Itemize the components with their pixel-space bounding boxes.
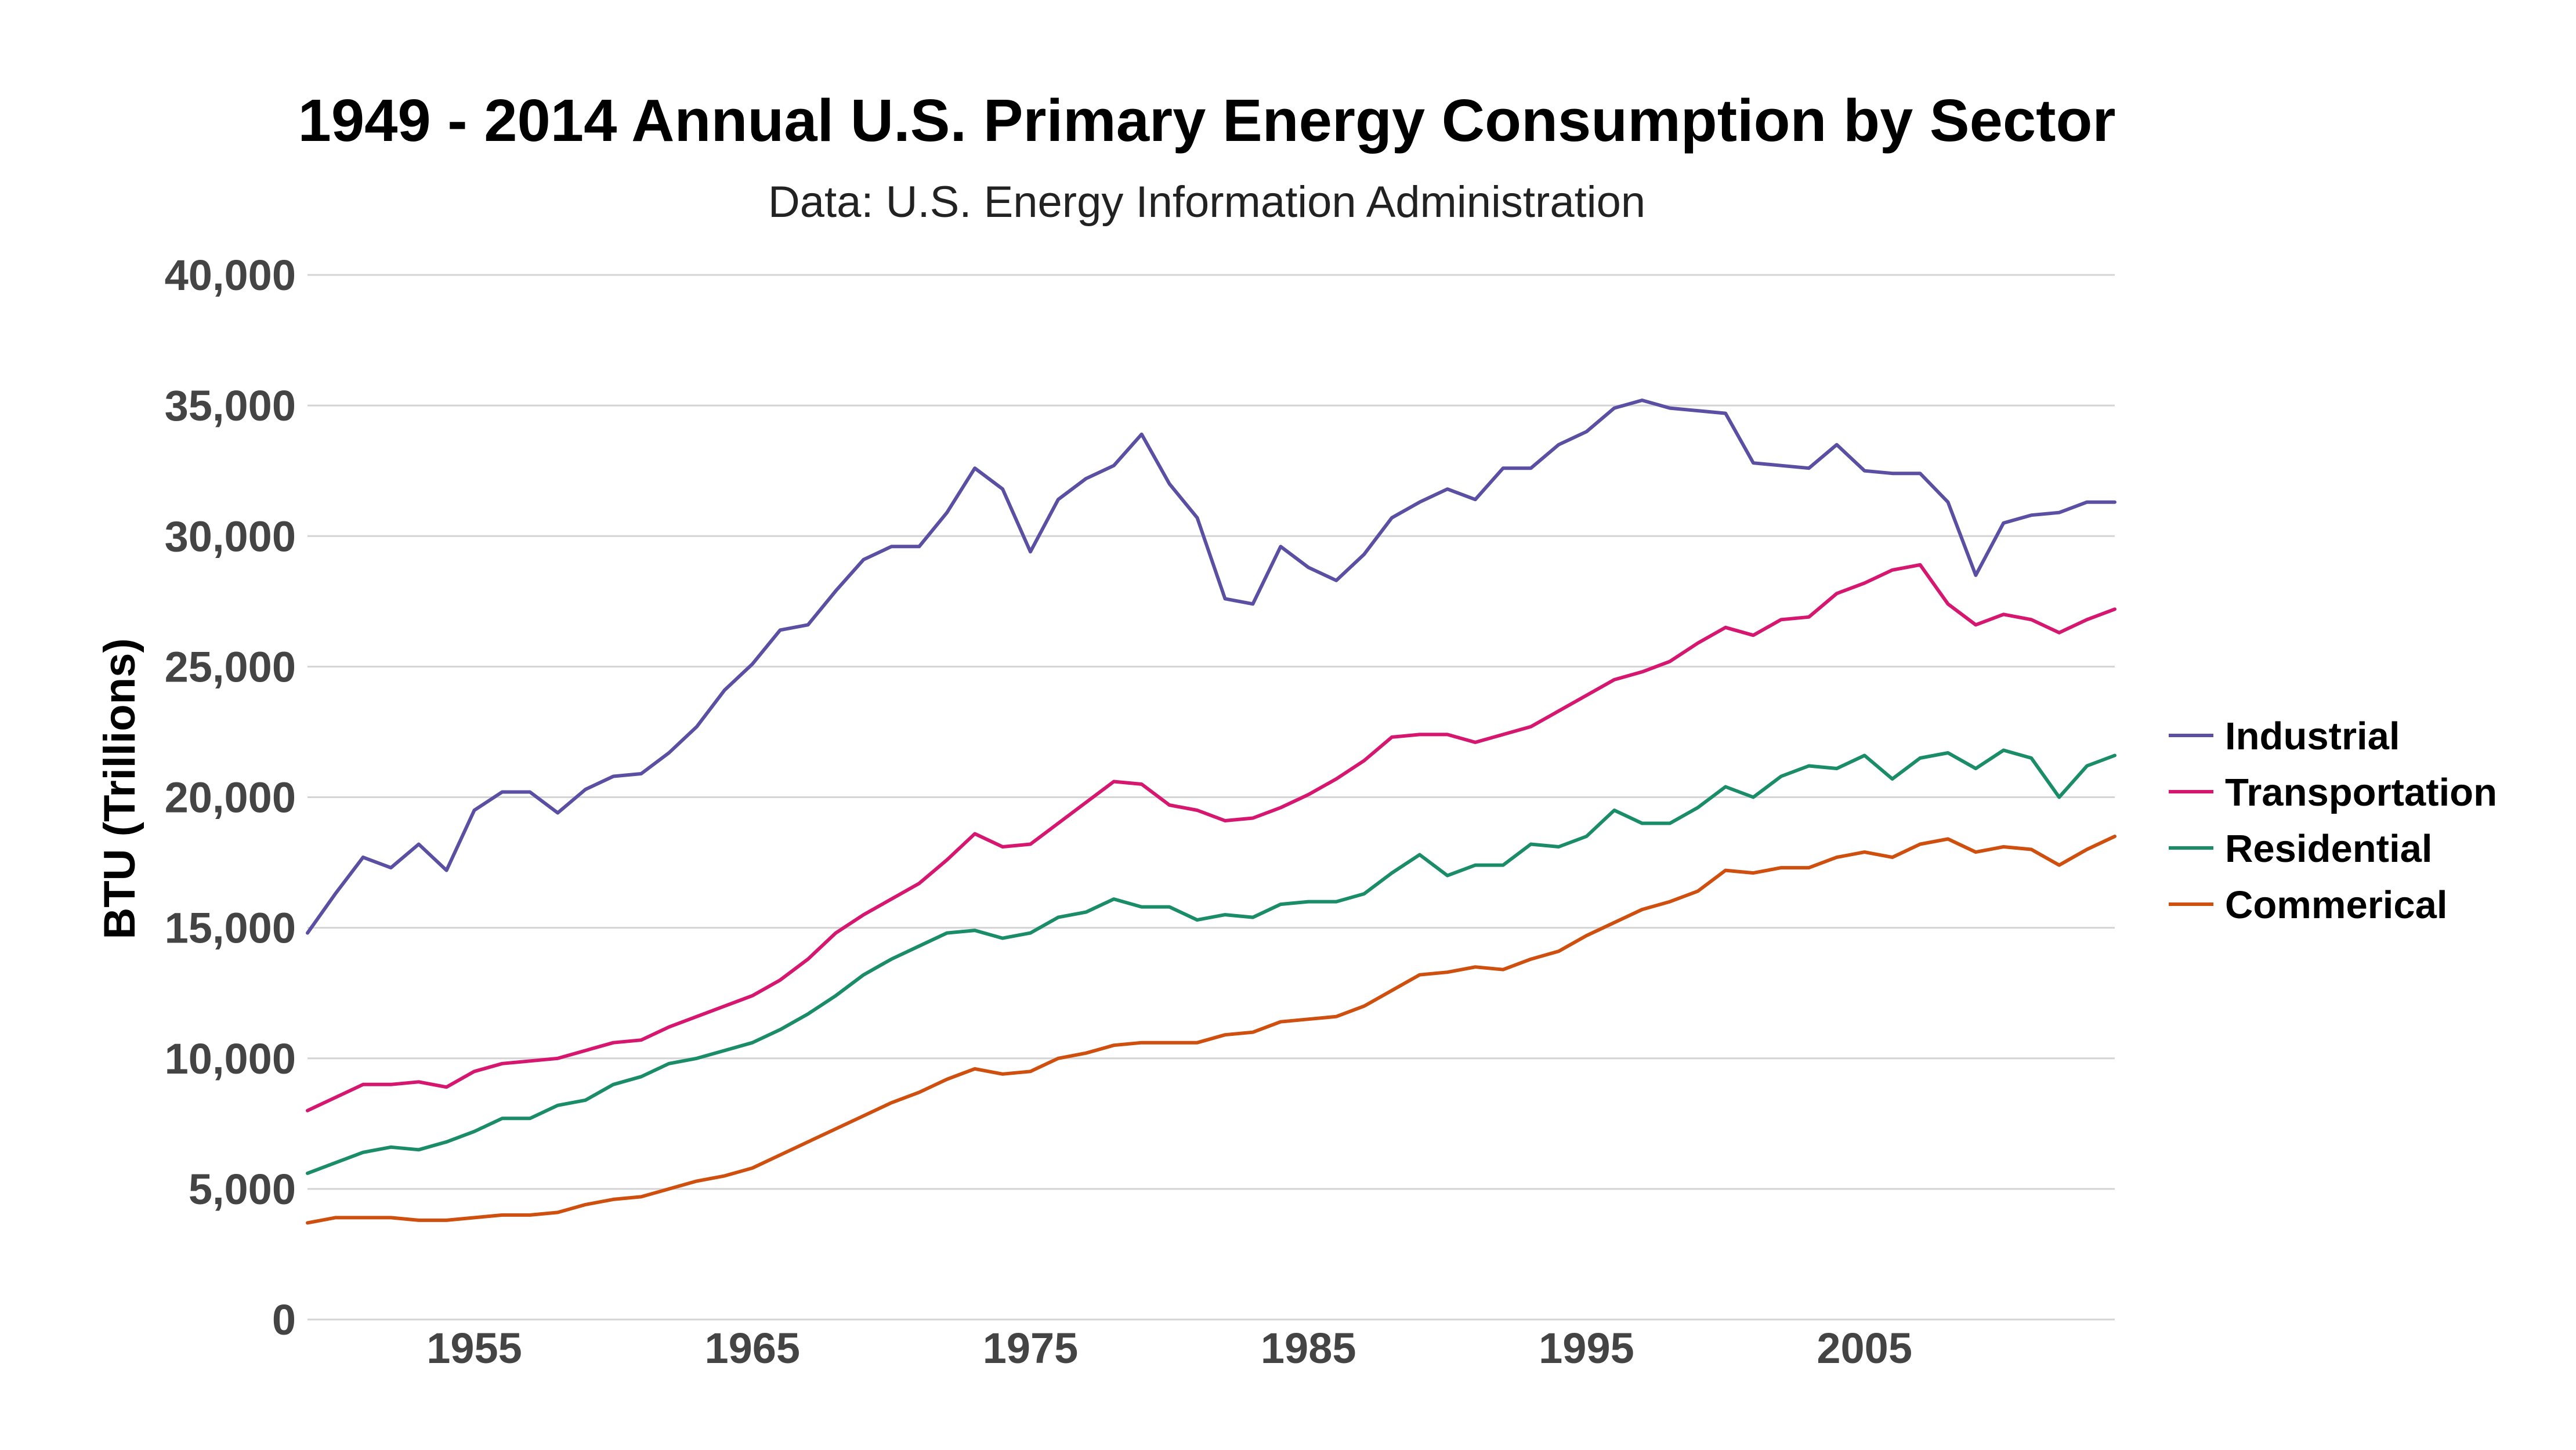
y-tick-label: 30,000 (165, 512, 296, 560)
y-axis-title: BTU (Trillions) (95, 638, 144, 939)
y-tick-label: 35,000 (165, 382, 296, 430)
x-tick-label: 2005 (1817, 1324, 1912, 1372)
y-tick-label: 40,000 (165, 251, 296, 299)
chart-title: 1949 - 2014 Annual U.S. Primary Energy C… (298, 87, 2116, 154)
y-tick-label: 0 (272, 1296, 296, 1344)
legend-label-residential: Residential (2225, 827, 2432, 871)
x-axis-ticks: 1955 1965 1975 1985 1995 2005 (426, 1324, 1912, 1372)
legend: Industrial Transportation Residential Comme… (2169, 715, 2497, 927)
y-tick-label: 20,000 (165, 774, 296, 822)
legend-label-commerical: Commerical (2225, 883, 2448, 927)
x-tick-label: 1985 (1261, 1324, 1356, 1372)
series-line-transportation (306, 563, 2116, 1112)
series-line-residential (306, 748, 2116, 1175)
plot-series (306, 398, 2116, 1225)
y-axis-ticks: 0 5,000 10,000 15,000 20,000 25,000 30,000 35,0… (165, 251, 296, 1344)
y-tick-label: 25,000 (165, 643, 296, 691)
chart-subtitle: Data: U.S. Energy Information Administra… (768, 177, 1645, 227)
x-tick-label: 1955 (426, 1324, 522, 1372)
legend-label-transportation: Transportation (2225, 771, 2497, 814)
x-tick-label: 1995 (1539, 1324, 1634, 1372)
x-tick-label: 1975 (983, 1324, 1079, 1372)
y-tick-label: 5,000 (189, 1165, 296, 1213)
y-tick-label: 15,000 (165, 904, 296, 952)
y-tick-label: 10,000 (165, 1035, 296, 1083)
series-line-commerical (306, 835, 2116, 1225)
legend-label-industrial: Industrial (2225, 715, 2400, 758)
x-tick-label: 1965 (704, 1324, 800, 1372)
series-line-industrial (306, 398, 2116, 935)
gridlines (307, 274, 2115, 1321)
